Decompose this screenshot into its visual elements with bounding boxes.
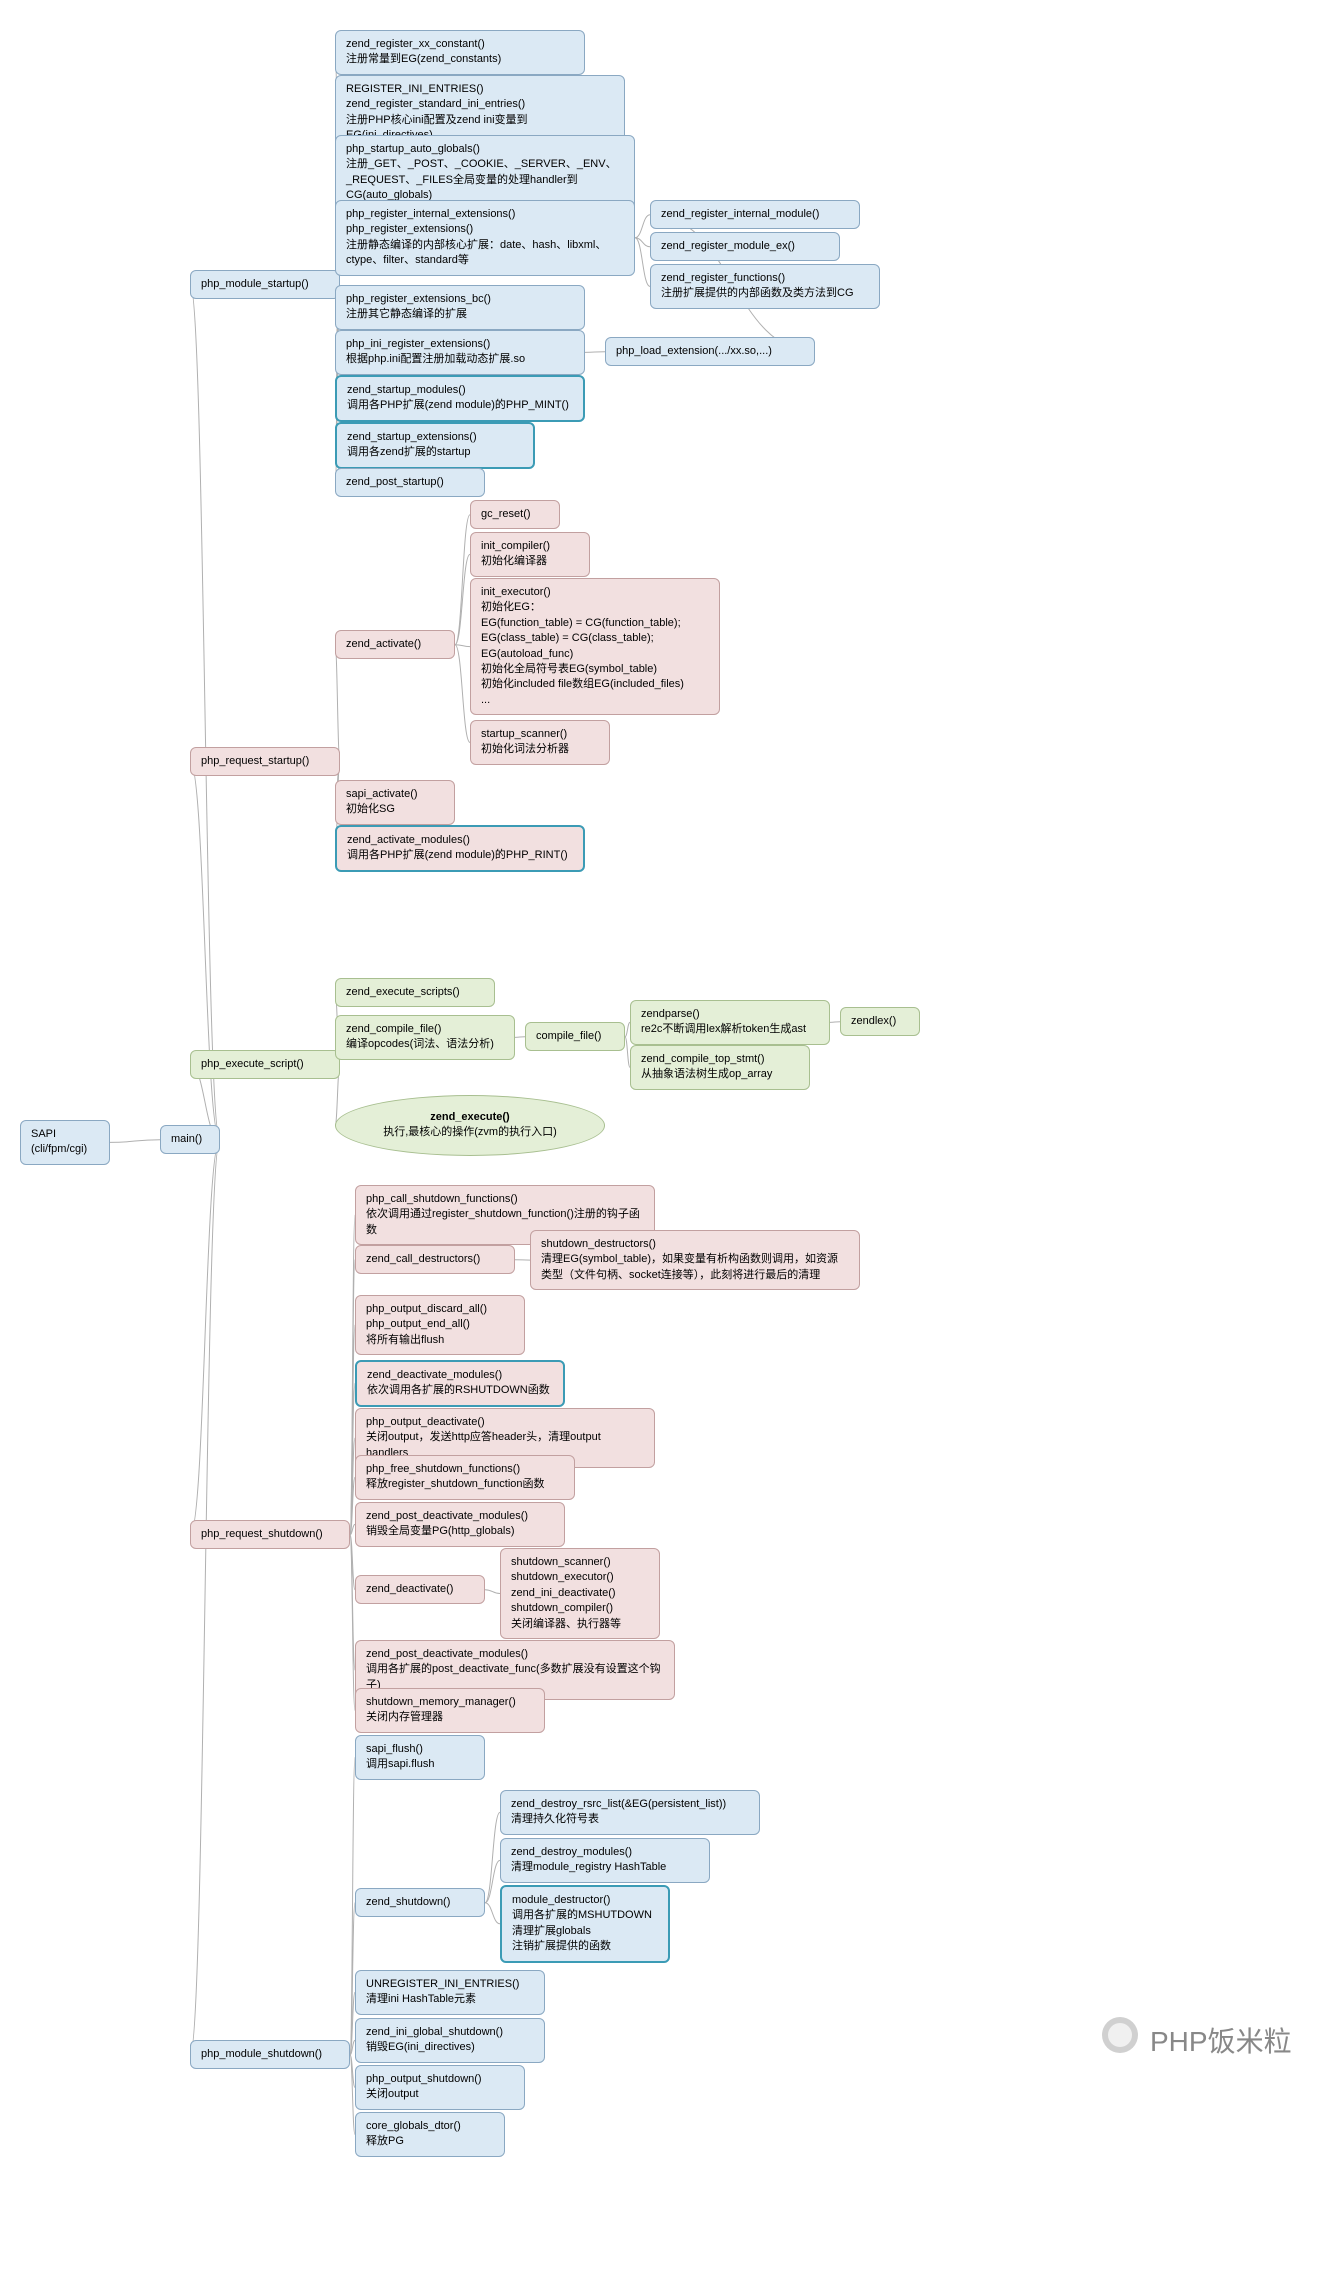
diagram-node: shutdown_destructors() 清理EG(symbol_table…	[530, 1230, 860, 1290]
diagram-node: compile_file()	[525, 1022, 625, 1051]
diagram-node: php_load_extension(.../xx.so,...)	[605, 337, 815, 366]
diagram-node: zend_post_deactivate_modules() 销毁全局变量PG(…	[355, 1502, 565, 1547]
diagram-node: zend_compile_file() 编译opcodes(词法、语法分析)	[335, 1015, 515, 1060]
diagram-node: zend_startup_modules() 调用各PHP扩展(zend mod…	[335, 375, 585, 422]
diagram-node: php_register_internal_extensions() php_r…	[335, 200, 635, 276]
diagram-node: php_output_shutdown() 关闭output	[355, 2065, 525, 2110]
diagram-node: zend_deactivate_modules() 依次调用各扩展的RSHUTD…	[355, 1360, 565, 1407]
diagram-node: zend_compile_top_stmt() 从抽象语法树生成op_array	[630, 1045, 810, 1090]
diagram-node: php_module_shutdown()	[190, 2040, 350, 2069]
diagram-node: php_execute_script()	[190, 1050, 340, 1079]
diagram-node: main()	[160, 1125, 220, 1154]
diagram-node: zend_ini_global_shutdown() 销毁EG(ini_dire…	[355, 2018, 545, 2063]
diagram-node: php_request_shutdown()	[190, 1520, 350, 1549]
diagram-node: zend_execute_scripts()	[335, 978, 495, 1007]
diagram-node: init_compiler() 初始化编译器	[470, 532, 590, 577]
diagram-node: zend_register_xx_constant() 注册常量到EG(zend…	[335, 30, 585, 75]
diagram-node: php_request_startup()	[190, 747, 340, 776]
diagram-node: zend_register_functions() 注册扩展提供的内部函数及类方…	[650, 264, 880, 309]
diagram-node: zend_deactivate()	[355, 1575, 485, 1604]
diagram-node: module_destructor() 调用各扩展的MSHUTDOWN 清理扩展…	[500, 1885, 670, 1963]
diagram-node: zendlex()	[840, 1007, 920, 1036]
diagram-node: zend_register_module_ex()	[650, 232, 840, 261]
diagram-node: zend_register_internal_module()	[650, 200, 860, 229]
diagram-node: zend_post_startup()	[335, 468, 485, 497]
diagram-node: php_output_discard_all() php_output_end_…	[355, 1295, 525, 1355]
diagram-node: zend_call_destructors()	[355, 1245, 515, 1274]
diagram-node: SAPI (cli/fpm/cgi)	[20, 1120, 110, 1165]
diagram-node: UNREGISTER_INI_ENTRIES() 清理ini HashTable…	[355, 1970, 545, 2015]
diagram-node: php_free_shutdown_functions() 释放register…	[355, 1455, 575, 1500]
diagram-node: shutdown_memory_manager() 关闭内存管理器	[355, 1688, 545, 1733]
diagram-node: php_register_extensions_bc() 注册其它静态编译的扩展	[335, 285, 585, 330]
diagram-node: gc_reset()	[470, 500, 560, 529]
watermark-icon	[1100, 2015, 1140, 2055]
diagram-node: init_executor() 初始化EG： EG(function_table…	[470, 578, 720, 715]
watermark-text: PHP饭米粒	[1150, 2020, 1292, 2060]
diagram-node: zend_startup_extensions() 调用各zend扩展的star…	[335, 422, 535, 469]
diagram-node: zend_activate_modules() 调用各PHP扩展(zend mo…	[335, 825, 585, 872]
diagram-node: sapi_activate() 初始化SG	[335, 780, 455, 825]
diagram-node: php_ini_register_extensions() 根据php.ini配…	[335, 330, 585, 375]
diagram-node: core_globals_dtor() 释放PG	[355, 2112, 505, 2157]
diagram-node: zendparse() re2c不断调用lex解析token生成ast	[630, 1000, 830, 1045]
diagram-node: php_module_startup()	[190, 270, 340, 299]
diagram-node: zend_activate()	[335, 630, 455, 659]
diagram-node: zend_execute()执行,最核心的操作(zvm的执行入口)	[335, 1095, 605, 1156]
diagram-node: startup_scanner() 初始化词法分析器	[470, 720, 610, 765]
diagram-node: shutdown_scanner() shutdown_executor() z…	[500, 1548, 660, 1639]
diagram-node: zend_destroy_rsrc_list(&EG(persistent_li…	[500, 1790, 760, 1835]
diagram-node: sapi_flush() 调用sapi.flush	[355, 1735, 485, 1780]
diagram-node: zend_destroy_modules() 清理module_registry…	[500, 1838, 710, 1883]
diagram-node: zend_shutdown()	[355, 1888, 485, 1917]
